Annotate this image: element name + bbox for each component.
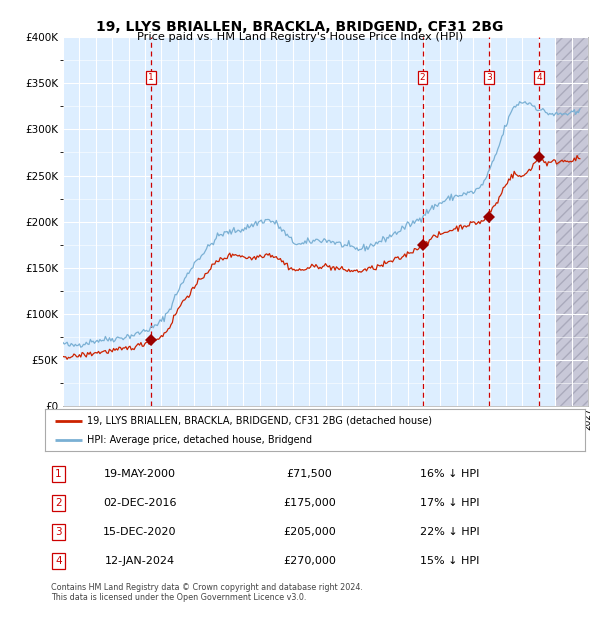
Text: 1: 1 [148,73,154,82]
Text: 2: 2 [420,73,425,82]
Text: £270,000: £270,000 [283,556,336,566]
Text: £71,500: £71,500 [287,469,332,479]
Text: 19, LLYS BRIALLEN, BRACKLA, BRIDGEND, CF31 2BG (detached house): 19, LLYS BRIALLEN, BRACKLA, BRIDGEND, CF… [87,415,432,425]
Text: 17% ↓ HPI: 17% ↓ HPI [420,498,480,508]
Text: 19-MAY-2000: 19-MAY-2000 [104,469,176,479]
Text: 19, LLYS BRIALLEN, BRACKLA, BRIDGEND, CF31 2BG: 19, LLYS BRIALLEN, BRACKLA, BRIDGEND, CF… [97,20,503,34]
Text: £205,000: £205,000 [283,527,336,537]
Text: 2: 2 [55,498,62,508]
Text: 4: 4 [536,73,542,82]
Text: 3: 3 [55,527,62,537]
Text: 02-DEC-2016: 02-DEC-2016 [103,498,176,508]
Text: Price paid vs. HM Land Registry's House Price Index (HPI): Price paid vs. HM Land Registry's House … [137,32,463,42]
Text: 15-DEC-2020: 15-DEC-2020 [103,527,176,537]
Bar [555,37,588,406]
Text: 4: 4 [55,556,62,566]
Text: 12-JAN-2024: 12-JAN-2024 [104,556,175,566]
Text: 1: 1 [55,469,62,479]
Text: 15% ↓ HPI: 15% ↓ HPI [421,556,479,566]
Text: 3: 3 [486,73,491,82]
Bar [555,37,588,406]
Text: HPI: Average price, detached house, Bridgend: HPI: Average price, detached house, Brid… [87,435,312,445]
Text: £175,000: £175,000 [283,498,336,508]
Text: 22% ↓ HPI: 22% ↓ HPI [420,527,480,537]
Text: Contains HM Land Registry data © Crown copyright and database right 2024.
This d: Contains HM Land Registry data © Crown c… [51,583,363,602]
Text: 16% ↓ HPI: 16% ↓ HPI [421,469,479,479]
